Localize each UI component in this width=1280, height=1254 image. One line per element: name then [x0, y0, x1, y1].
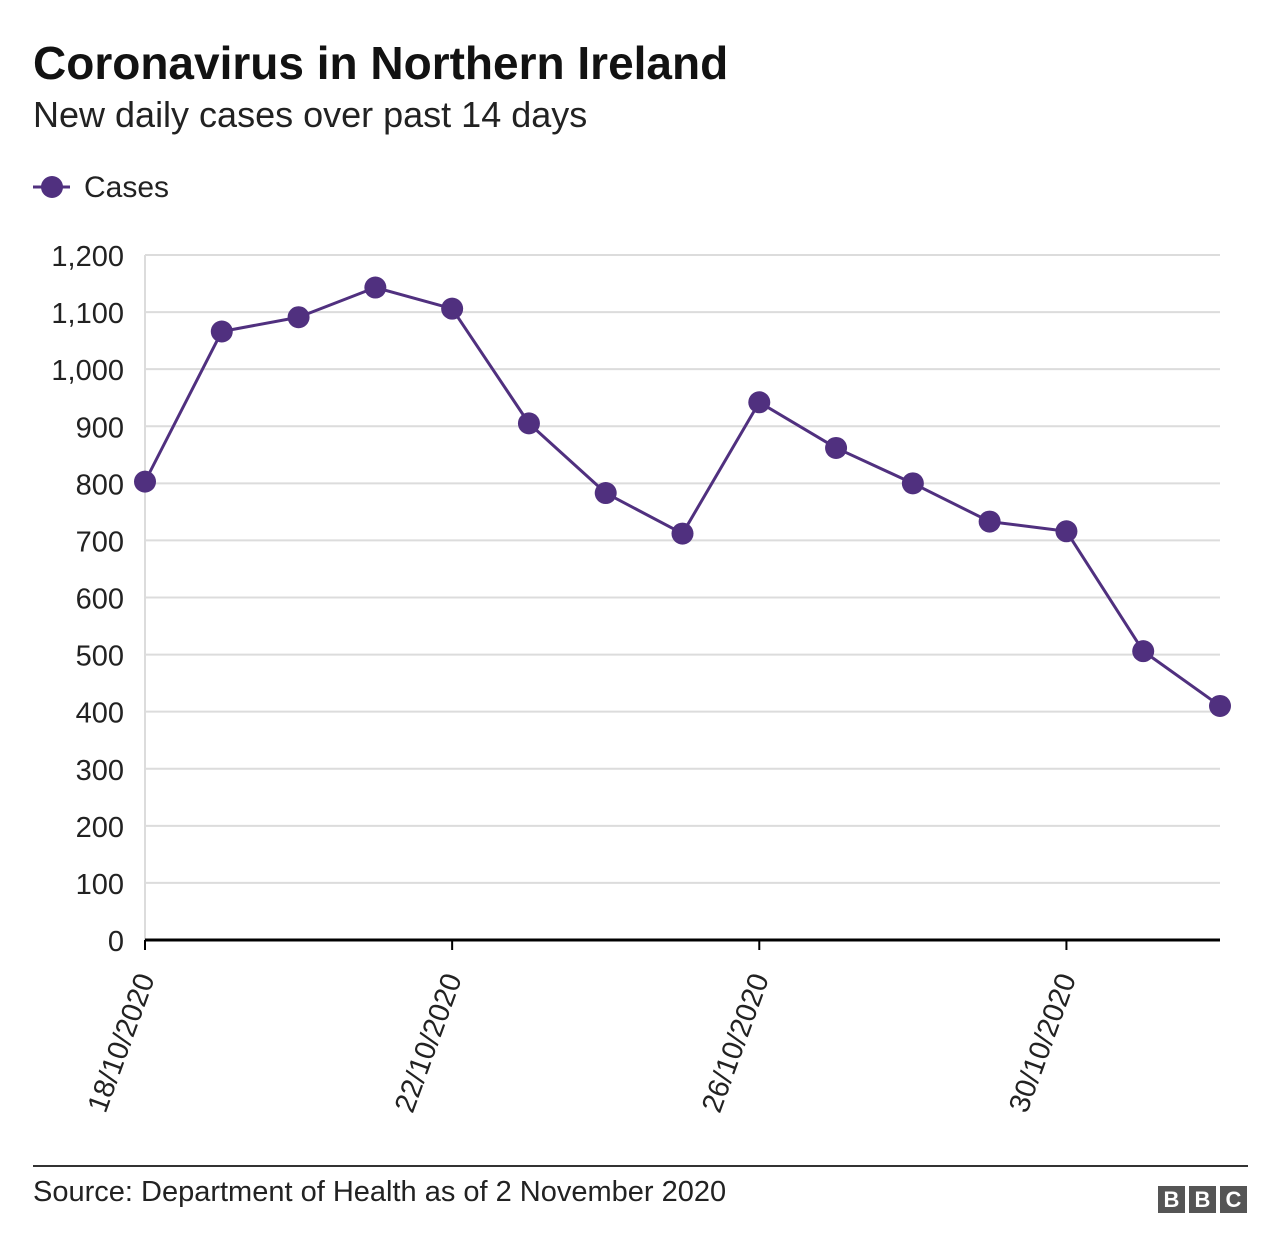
chart-title: Coronavirus in Northern Ireland: [33, 37, 729, 89]
y-axis: 0 100 200 300 400 500 600 700 800 900 1,000 1,100 1,…: [51, 241, 124, 958]
y-tick-label: 1,000: [51, 355, 124, 387]
x-tick-label: 26/10/2020: [696, 969, 776, 1116]
y-tick-label: 200: [76, 812, 124, 844]
y-tick-label: 300: [76, 755, 124, 787]
data-point: [748, 391, 771, 414]
y-tick-label: 800: [76, 469, 124, 501]
data-point: [1055, 520, 1078, 543]
y-tick-label: 0: [108, 926, 124, 958]
x-axis: 18/10/2020 22/10/2020 26/10/2020 30/10/2020: [82, 938, 1220, 1117]
data-point: [671, 522, 694, 545]
footer-divider: [33, 1165, 1248, 1167]
x-tick-label: 30/10/2020: [1003, 969, 1083, 1116]
data-point: [594, 482, 617, 505]
y-tick-label: 600: [76, 584, 124, 616]
y-tick-label: 400: [76, 698, 124, 730]
data-point: [287, 306, 310, 329]
bbc-logo-letter: B: [1158, 1186, 1185, 1213]
y-tick-label: 500: [76, 641, 124, 673]
data-point: [901, 472, 924, 495]
y-tick-label: 100: [76, 869, 124, 901]
y-tick-label: 700: [76, 526, 124, 558]
legend-label: Cases: [84, 171, 169, 204]
chart-subtitle: New daily cases over past 14 days: [33, 94, 588, 135]
data-point: [364, 276, 387, 299]
y-tick-label: 1,100: [51, 298, 124, 330]
y-tick-label: 1,200: [51, 241, 124, 273]
bbc-logo-letter: B: [1189, 1186, 1216, 1213]
data-point: [134, 470, 156, 493]
source-note: Source: Department of Health as of 2 Nov…: [33, 1176, 727, 1208]
line-chart: Cases 0 100 200 300 400 500 600 700 800 900 1,000 1…: [33, 171, 1231, 1117]
data-point: [1209, 694, 1231, 717]
bbc-logo: B B C: [1158, 1186, 1247, 1213]
data-point: [210, 320, 233, 343]
x-tick-label: 18/10/2020: [82, 969, 162, 1116]
grid-lines: [144, 254, 1220, 940]
y-tick-label: 900: [76, 412, 124, 444]
data-point: [825, 436, 848, 459]
series-cases: [134, 276, 1231, 717]
data-point: [978, 510, 1001, 533]
series-line-cases: [143, 286, 1221, 708]
data-point: [517, 412, 540, 435]
legend: Cases: [33, 171, 169, 204]
data-point: [1132, 640, 1155, 663]
data-point: [441, 297, 464, 320]
legend-marker: [41, 176, 63, 198]
bbc-logo-letter: C: [1220, 1186, 1247, 1213]
x-tick-label: 22/10/2020: [389, 969, 469, 1116]
